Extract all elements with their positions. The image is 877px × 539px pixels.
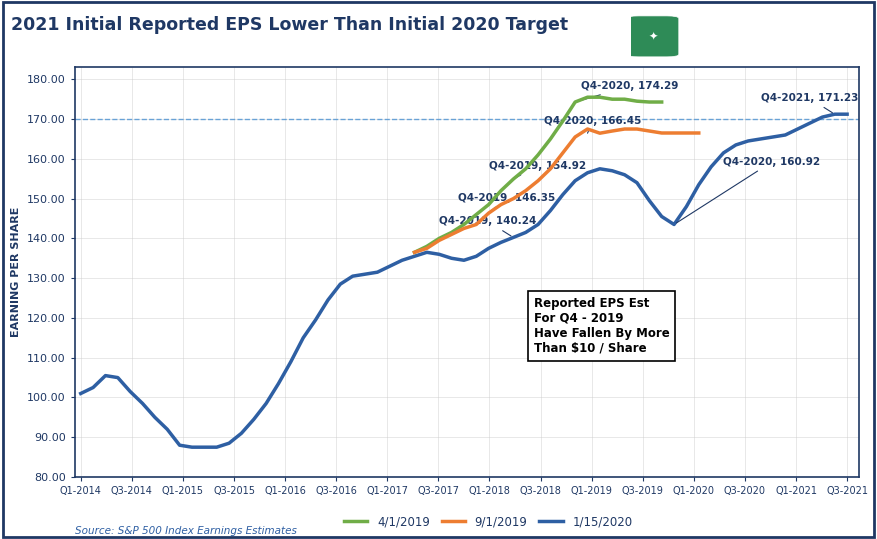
Y-axis label: EARNING PER SHARE: EARNING PER SHARE	[11, 207, 21, 337]
Text: Q4-2020, 160.92: Q4-2020, 160.92	[676, 157, 821, 223]
Text: REAL INVESTMENT ADVICE: REAL INVESTMENT ADVICE	[686, 31, 852, 42]
Text: ✦: ✦	[648, 31, 658, 42]
Text: Q4-2020, 166.45: Q4-2020, 166.45	[545, 116, 642, 133]
Text: Reported EPS Est
For Q4 - 2019
Have Fallen By More
Than $10 / Share: Reported EPS Est For Q4 - 2019 Have Fall…	[534, 297, 669, 355]
Text: Source: S&P 500 Index Earnings Estimates: Source: S&P 500 Index Earnings Estimates	[75, 526, 296, 536]
Legend: 4/1/2019, 9/1/2019, 1/15/2020: 4/1/2019, 9/1/2019, 1/15/2020	[339, 510, 638, 533]
Text: Q4-2019, 140.24: Q4-2019, 140.24	[439, 217, 537, 236]
Text: Q4-2021, 171.23: Q4-2021, 171.23	[760, 93, 858, 113]
Text: Q4-2019, 146.35: Q4-2019, 146.35	[458, 192, 555, 211]
Text: 2021 Initial Reported EPS Lower Than Initial 2020 Target: 2021 Initial Reported EPS Lower Than Ini…	[11, 16, 568, 34]
Text: Q4-2019, 154.92: Q4-2019, 154.92	[488, 161, 586, 178]
Text: Q4-2020, 174.29: Q4-2020, 174.29	[578, 81, 679, 101]
FancyBboxPatch shape	[627, 16, 679, 57]
